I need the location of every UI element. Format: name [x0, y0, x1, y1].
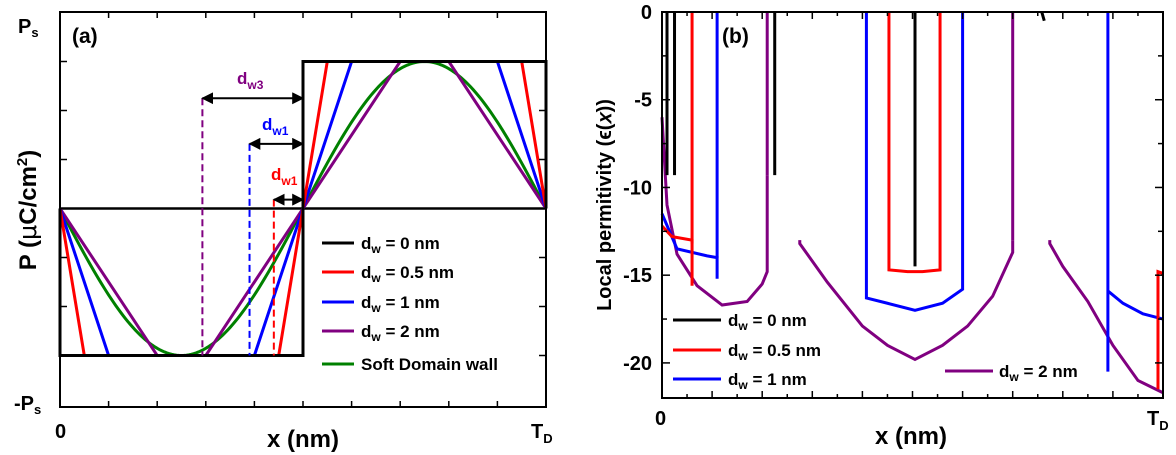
y-axis-title-b: Local permitivity (ϵ(𝑥))	[594, 99, 616, 311]
series-line-b-3-seg-4	[1048, 240, 1164, 395]
series-line-b-1-seg-2	[887, 12, 942, 274]
svg-text:dw = 0.5 nm: dw = 0.5 nm	[361, 263, 454, 285]
x-tick-label-td-a: TD	[531, 421, 553, 446]
legend-item-soft-a: Soft Domain wall	[322, 355, 498, 374]
y-tick-label-b-2: -10	[623, 177, 652, 199]
x-tick-label-td-b: TD	[1147, 408, 1169, 433]
y-tick-label-b-4: -20	[623, 353, 652, 375]
y-tick-label-b-1: -5	[634, 90, 652, 112]
svg-text:dw = 0 nm: dw = 0 nm	[728, 311, 807, 333]
tick-marks-b	[661, 11, 1164, 398]
y-tick-label-neg-ps: -Ps	[14, 393, 41, 417]
series-line-a-0	[58, 60, 548, 357]
series-line-b-3-seg-2	[798, 240, 1015, 362]
series-group-b	[660, 11, 1164, 395]
svg-text:dw = 1 nm: dw = 1 nm	[361, 293, 440, 315]
panel-label-a: (a)	[72, 25, 98, 48]
legend-item-dw1-b: dw = 1 nm	[673, 370, 807, 392]
y-tick-label-b-3: -15	[623, 265, 652, 287]
series-group-a	[58, 59, 548, 358]
series-line-b-1-seg-0	[660, 225, 694, 286]
svg-text:dw = 0 nm: dw = 0 nm	[361, 234, 440, 256]
legend-item-dw0-b: dw = 0 nm	[673, 311, 807, 333]
x-axis-title-b: x (nm)	[875, 423, 947, 450]
legend-item-dw05-a: dw = 0.5 nm	[322, 263, 454, 285]
svg-text:dw = 1 nm: dw = 1 nm	[728, 370, 807, 392]
panel-a: (a) Ps -Ps 0 TD x (nm) P (μC/cm2) dw = 0…	[14, 11, 553, 453]
annotation-group-a	[201, 92, 305, 356]
svg-text:dw = 2 nm: dw = 2 nm	[999, 362, 1078, 384]
svg-text:dw = 2 nm: dw = 2 nm	[361, 322, 440, 344]
series-line-b-1-seg-3	[1156, 269, 1164, 390]
legend-item-dw1-a: dw = 1 nm	[322, 293, 440, 315]
legend-item-dw2-a: dw = 2 nm	[322, 322, 440, 344]
x-tick-label-0-b: 0	[655, 408, 666, 430]
series-line-b-2-seg-4	[1106, 289, 1164, 321]
x-tick-label-0-a: 0	[55, 421, 66, 443]
series-line-b-0-seg-4	[1040, 11, 1046, 22]
x-axis-title-a: x (nm)	[267, 426, 339, 453]
svg-text:Soft Domain wall: Soft Domain wall	[361, 355, 498, 374]
y-tick-labels-b: 0 -5 -10 -15 -20	[623, 2, 652, 375]
series-line-b-3-seg-0	[660, 117, 769, 307]
anno-dw1-blue-label: dw1	[262, 115, 289, 138]
legend-a: dw = 0 nm dw = 0.5 nm dw = 1 nm dw = 2 n…	[322, 234, 498, 374]
legend-item-dw0-a: dw = 0 nm	[322, 234, 440, 256]
anno-dw3-label: dw3	[237, 69, 264, 92]
anno-dw1-red-label: dw1	[271, 165, 298, 188]
legend-item-dw05-b: dw = 0.5 nm	[673, 341, 821, 363]
y-tick-label-b-0: 0	[641, 2, 652, 24]
y-axis-title-a: P (μC/cm2)	[14, 150, 42, 271]
panel-label-b: (b)	[722, 25, 749, 48]
legend-item-dw2-b: dw = 2 nm	[945, 362, 1078, 384]
panel-b: 0 -5 -10 -15 -20 (b) 0 TD x (nm) Local permi…	[594, 2, 1169, 450]
legend-b: dw = 0 nm dw = 0.5 nm dw = 1 nm dw = 2 n…	[673, 311, 1078, 392]
series-line-b-2-seg-2	[864, 12, 965, 312]
tick-marks-a	[59, 12, 547, 407]
svg-text:dw = 0.5 nm: dw = 0.5 nm	[728, 341, 821, 363]
y-tick-label-ps: Ps	[18, 16, 39, 40]
